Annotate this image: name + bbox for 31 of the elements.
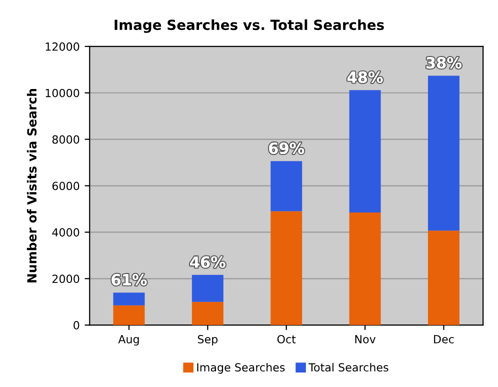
annotation: 38% [426,57,462,69]
bar [113,305,145,326]
bar [349,90,381,212]
bar [270,161,302,212]
annotation: 46% [190,256,226,268]
legend-label: Image Searches [197,362,285,374]
chart-title: Image Searches vs. Total Searches [114,19,384,33]
y-tick-label: 4000 [52,228,80,237]
x-tick-label: Sep [198,335,218,346]
y-tick-label: 12000 [46,42,80,51]
y-tick-label: 2000 [52,274,80,284]
legend-label: Total Searches [308,362,388,372]
bar [270,211,302,326]
y-tick-label: 0 [74,321,80,330]
x-tick-label: Nov [355,335,376,344]
bar [192,302,224,326]
bar [192,274,224,302]
bar [428,76,460,231]
x-tick-label: Aug [118,335,139,346]
bar [113,292,145,306]
bar [349,212,381,326]
x-tick-label: Oct [277,335,296,344]
annotation: 48% [347,71,383,83]
x-tick-label: Dec [434,335,454,344]
y-tick-label: 6000 [52,182,80,190]
annotation: 61% [112,274,147,286]
y-tick-label: 8000 [52,135,80,144]
y-axis-title: Number of Visits via Search [26,88,37,282]
annotation: 69% [269,142,304,154]
y-tick-label: 10000 [46,88,80,98]
bar [428,230,460,326]
